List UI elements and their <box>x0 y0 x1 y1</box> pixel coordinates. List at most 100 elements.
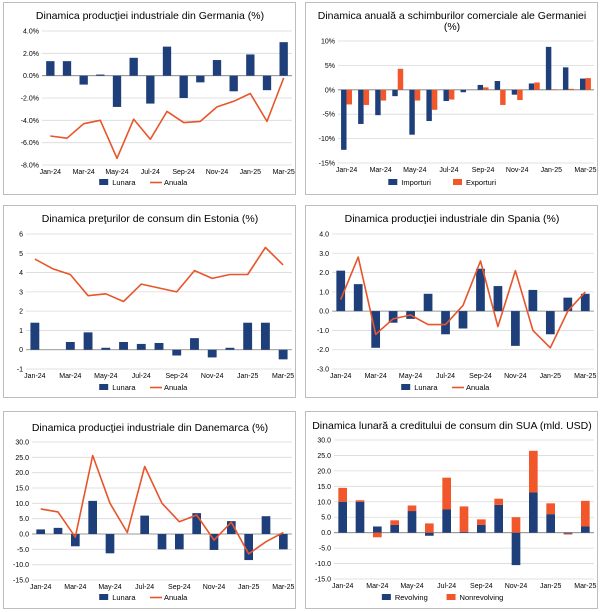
chart-4-svg: Dinamica producţiei industriale din Dane… <box>13 422 294 602</box>
bar-importuri <box>358 89 364 124</box>
bar-nonrevolving <box>477 519 486 525</box>
chart-2-svg: Dinamica preţurilor de consum din Estoni… <box>17 213 295 392</box>
x-tick-label: May-24 <box>400 583 423 590</box>
bar-revolving <box>407 511 417 533</box>
bar-revolving <box>494 504 503 533</box>
y-tick-label: 30.0 <box>15 440 29 447</box>
legend-swatch <box>99 594 109 600</box>
bar-importuri <box>528 83 535 90</box>
chart-title: (%) <box>444 21 460 33</box>
y-tick-label: 3.0 <box>319 251 329 258</box>
bar-lunara <box>207 349 217 358</box>
y-tick-label: 25.0 <box>15 455 29 462</box>
legend-label: Exporturi <box>466 178 496 187</box>
bar-lunara <box>423 293 433 312</box>
x-tick-label: Sep-24 <box>168 584 191 591</box>
bar-lunara <box>162 46 172 76</box>
y-tick-label: 5.0 <box>321 515 331 522</box>
y-tick-label: -10.0 <box>315 561 331 568</box>
bar-importuri <box>426 89 432 122</box>
bar-lunara <box>83 332 93 350</box>
chart-us-consumer-credit: Dinamica lunară a creditului de consum d… <box>305 411 598 609</box>
x-tick-label: Jul-24 <box>132 373 151 380</box>
bar-revolving <box>373 526 382 533</box>
bar-lunara <box>243 322 253 350</box>
x-tick-label: Jul-24 <box>141 169 160 176</box>
line-anuala <box>34 246 284 303</box>
x-tick-label: Jul-24 <box>436 373 455 380</box>
chart-title: Dinamica producţiei industriale din Span… <box>345 213 560 225</box>
legend-label: Anuala <box>164 178 188 187</box>
y-tick-label: -5.0 <box>17 547 29 554</box>
x-tick-label: May-24 <box>399 373 422 380</box>
bar-lunara <box>140 515 149 534</box>
x-tick-label: Sep-24 <box>165 373 188 380</box>
x-tick-label: Jan-24 <box>24 373 46 380</box>
x-tick-label: Nov-24 <box>505 583 528 590</box>
bar-revolving <box>511 532 521 566</box>
legend-swatch <box>446 594 456 600</box>
y-tick-label: 4.0% <box>23 29 39 36</box>
bar-lunara <box>129 57 138 76</box>
x-tick-label: Mar-25 <box>273 169 295 176</box>
bar-exporturi <box>534 82 540 90</box>
y-tick-label: 1 <box>19 328 23 335</box>
bar-lunara <box>88 500 97 534</box>
y-tick-label: -6.0% <box>21 140 39 147</box>
x-tick-label: Nov-24 <box>206 169 229 176</box>
chart-title: Dinamica preţurilor de consum din Estoni… <box>42 213 259 225</box>
chart-title: Dinamica anuală a schimburilor comercial… <box>318 10 586 22</box>
y-tick-label: 4.0 <box>319 232 329 239</box>
bar-lunara <box>119 342 128 350</box>
x-tick-label: Nov-24 <box>506 167 529 174</box>
bar-lunara <box>212 60 222 76</box>
x-tick-label: Sep-24 <box>469 373 492 380</box>
bar-exporturi <box>568 88 574 90</box>
bar-lunara <box>580 293 590 312</box>
bar-nonrevolving <box>338 487 347 502</box>
line-anuala <box>40 454 284 555</box>
y-tick-label: 2 <box>19 309 23 316</box>
x-tick-label: Jan-25 <box>240 169 262 176</box>
line-anuala <box>339 256 586 349</box>
legend-label: Anuala <box>164 383 188 392</box>
bar-lunara <box>493 286 503 312</box>
bar-revolving <box>338 501 347 533</box>
y-tick-label: 15.0 <box>317 484 331 491</box>
chart-3-svg: Dinamica producţiei industriale din Span… <box>317 213 597 392</box>
x-tick-label: Mar-24 <box>366 583 388 590</box>
y-tick-label: 5% <box>325 63 335 70</box>
y-tick-label: -10% <box>319 136 335 143</box>
x-tick-label: Sep-24 <box>172 169 195 176</box>
chart-spain-industrial-production: Dinamica producţiei industriale din Span… <box>305 205 598 398</box>
y-tick-label: 10.0 <box>317 499 331 506</box>
x-tick-label: Mar-25 <box>272 373 294 380</box>
y-tick-label: -15.0 <box>13 578 29 585</box>
x-tick-label: Jul-24 <box>135 584 154 591</box>
bar-lunara <box>229 75 238 92</box>
bar-lunara <box>511 311 520 346</box>
y-tick-label: 25.0 <box>317 453 331 460</box>
x-tick-label: Jan-25 <box>237 373 259 380</box>
x-tick-label: Sep-24 <box>472 167 495 174</box>
line-anuala <box>50 77 285 160</box>
bar-lunara <box>53 527 63 534</box>
y-tick-label: -1.0 <box>317 328 329 335</box>
bar-nonrevolving <box>494 498 503 505</box>
legend-swatch <box>453 179 462 185</box>
bar-exporturi <box>414 89 421 101</box>
y-tick-label: 0 <box>19 347 23 354</box>
bar-lunara <box>172 349 182 356</box>
y-tick-label: -10.0 <box>13 562 29 569</box>
bar-exporturi <box>397 68 404 90</box>
x-tick-label: Jul-24 <box>437 583 456 590</box>
bar-lunara <box>279 42 288 76</box>
x-tick-label: Nov-24 <box>504 373 527 380</box>
y-tick-label: 15.0 <box>15 486 29 493</box>
bar-revolving <box>459 531 469 533</box>
y-tick-label: 0% <box>325 87 335 94</box>
bar-exporturi <box>380 89 387 101</box>
bar-exporturi <box>363 89 370 105</box>
bar-lunara <box>192 513 201 534</box>
y-tick-label: -2.0 <box>317 347 329 354</box>
